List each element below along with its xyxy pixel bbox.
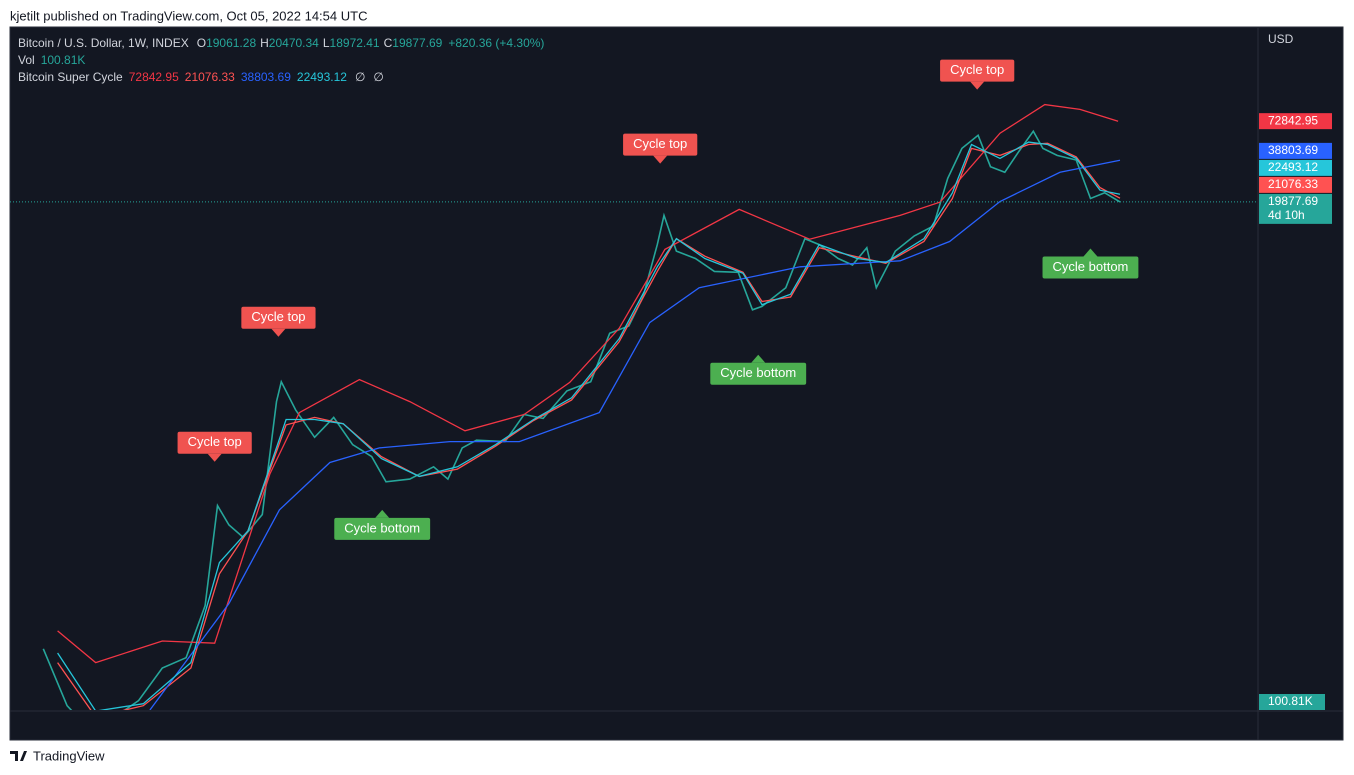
legend-item: 19877.69 [392, 36, 442, 50]
legend-item: 22493.12 [297, 70, 347, 84]
annotation-label: Cycle bottom [344, 520, 420, 535]
value-badge-label: 22493.12 [1268, 160, 1318, 174]
indicator-line [57, 103, 1119, 664]
brand: TradingView [33, 748, 105, 763]
annotation-box [623, 133, 698, 156]
annotation-pointer [271, 328, 286, 337]
annotation-box [940, 59, 1015, 82]
annotation: Cycle bottom [710, 354, 807, 385]
value-badge [1259, 113, 1332, 130]
annotation: Cycle top [623, 133, 698, 164]
legend-item: 18972.41 [330, 36, 380, 50]
indicator-line [57, 141, 1121, 710]
annotation: Cycle top [177, 431, 252, 462]
legend-item: C [384, 36, 393, 50]
annotation-label: Cycle top [950, 62, 1004, 77]
legend-row: Vol 100.81K [18, 53, 85, 67]
annotation-label: Cycle bottom [720, 365, 796, 380]
annotation-label: Cycle top [251, 309, 305, 324]
value-badge-label: 38803.69 [1268, 143, 1318, 157]
legend-row: Bitcoin / U.S. Dollar, 1W, INDEX O19061.2… [18, 36, 544, 50]
legend-item: 38803.69 [241, 70, 291, 84]
legend-item: ∅ [355, 70, 365, 84]
price-badge [1259, 193, 1332, 224]
annotation-box [334, 517, 431, 540]
annotation-label: Cycle top [188, 434, 242, 449]
value-badge [1259, 176, 1332, 193]
legend-item: 100.81K [41, 53, 86, 67]
annotation-box [177, 431, 252, 454]
legend-item: Vol [18, 53, 35, 67]
volume-badge [1259, 694, 1325, 710]
annotation-pointer [1083, 248, 1098, 257]
price-badge-value: 19877.69 [1268, 194, 1318, 208]
annotation: Cycle bottom [334, 509, 431, 540]
legend-item: 21076.33 [185, 70, 235, 84]
legend-row: Bitcoin Super Cycle 72842.95 21076.33 38803… [18, 70, 384, 84]
annotation: Cycle bottom [1042, 248, 1139, 279]
legend-item: L [323, 36, 330, 50]
legend-item: H [260, 36, 269, 50]
brand-logo [10, 751, 27, 761]
value-badge-label: 72842.95 [1268, 113, 1318, 127]
legend-item: Bitcoin Super Cycle [18, 70, 123, 84]
annotation-label: Cycle top [633, 136, 687, 151]
annotation-pointer [653, 155, 668, 164]
legend-item: Bitcoin / U.S. Dollar, 1W, INDEX [18, 36, 189, 50]
legend-item: 19061.28 [206, 36, 256, 50]
annotation-pointer [751, 354, 766, 363]
legend-item: O [197, 36, 206, 50]
annotation-box [1042, 256, 1139, 279]
volume-badge-label: 100.81K [1268, 694, 1313, 708]
annotation-pointer [375, 509, 390, 518]
legend-item: 72842.95 [129, 70, 179, 84]
indicator-line [149, 159, 1121, 710]
legend-item: +820.36 (+4.30%) [448, 36, 544, 50]
value-badge [1259, 159, 1332, 176]
legend-item: 20470.34 [269, 36, 319, 50]
annotation-label: Cycle bottom [1053, 259, 1129, 274]
y-unit: USD [1268, 32, 1294, 46]
annotation: Cycle top [241, 306, 316, 337]
annotation-box [710, 362, 807, 385]
annotation-pointer [970, 81, 985, 90]
countdown: 4d 10h [1268, 208, 1305, 222]
value-badge-label: 21076.33 [1268, 177, 1318, 191]
legend-item: ∅ [373, 70, 383, 84]
annotation: Cycle top [940, 59, 1015, 90]
value-badge [1259, 142, 1332, 159]
annotation-box [241, 306, 316, 329]
published-note: kjetilt published on TradingView.com, Oc… [10, 8, 367, 23]
annotation-pointer [207, 453, 222, 462]
